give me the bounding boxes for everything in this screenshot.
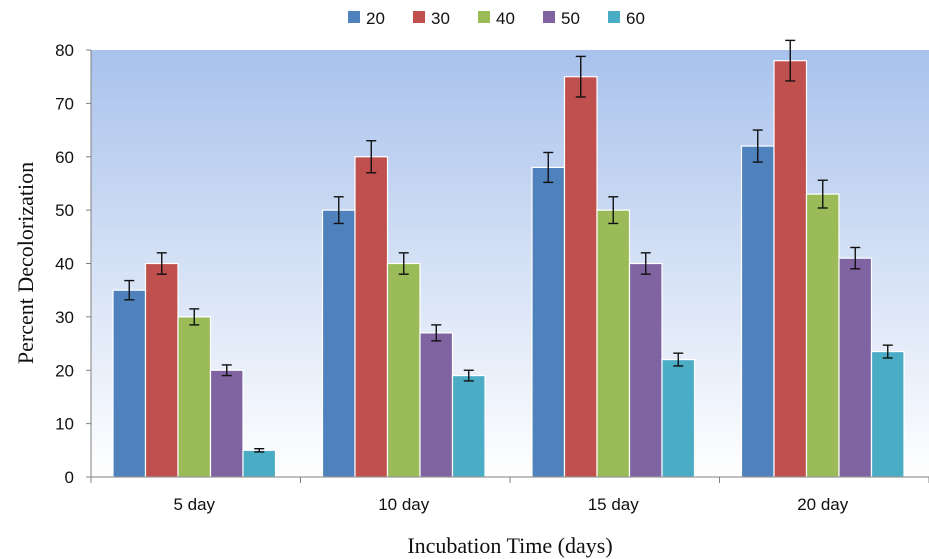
y-tick-label: 40 <box>55 255 74 274</box>
bar-30-3 <box>773 60 808 478</box>
error-bar-40-1 <box>398 252 409 275</box>
axes-layer: 0 10 20 30 40 50 60 70 80 5 day 10 day 15 day 20 day <box>55 41 929 514</box>
y-axis-title: Percent Decolorization <box>13 162 38 364</box>
bar-50-1 <box>419 332 454 478</box>
legend-label-40: 40 <box>496 9 515 28</box>
bar-60-1 <box>451 374 486 478</box>
legend-swatch-40 <box>478 11 490 23</box>
error-bar-60-0 <box>254 448 265 453</box>
legend-swatch-30 <box>413 11 425 23</box>
legend-swatch-20 <box>348 11 360 23</box>
legend-label-50: 50 <box>561 9 580 28</box>
error-bar-20-1 <box>333 196 344 225</box>
bar-60-3 <box>870 350 905 478</box>
error-bar-50-1 <box>431 324 442 342</box>
legend-label-60: 60 <box>626 9 645 28</box>
y-tick-label: 60 <box>55 148 74 167</box>
bar-40-0 <box>177 316 212 478</box>
bar-40-2 <box>596 209 631 478</box>
legend-swatch-60 <box>608 11 620 23</box>
bar-20-1 <box>321 209 356 478</box>
bars-layer <box>112 60 905 478</box>
error-bar-40-3 <box>817 179 828 209</box>
error-bar-40-0 <box>189 308 200 326</box>
error-bar-40-2 <box>608 196 619 225</box>
error-bar-60-1 <box>463 369 474 382</box>
bar-40-1 <box>386 262 421 478</box>
bar-40-3 <box>805 193 840 478</box>
bar-30-0 <box>144 262 179 478</box>
y-tick-label: 10 <box>55 415 74 434</box>
legend-swatch-50 <box>543 11 555 23</box>
y-tick-label: 20 <box>55 361 74 380</box>
bar-20-3 <box>740 145 775 478</box>
bar-50-3 <box>838 257 873 478</box>
legend: 20 30 40 50 60 <box>348 9 645 28</box>
legend-label-30: 30 <box>431 9 450 28</box>
x-tick-label: 15 day <box>588 495 640 514</box>
error-bar-20-2 <box>543 151 554 184</box>
bar-50-2 <box>628 262 663 478</box>
y-tick-label: 80 <box>55 41 74 60</box>
error-bar-30-3 <box>785 39 796 82</box>
bar-60-0 <box>242 449 277 478</box>
error-bar-30-1 <box>366 140 377 174</box>
x-tick-label: 5 day <box>173 495 215 514</box>
error-bar-50-3 <box>850 246 861 270</box>
error-bar-20-3 <box>752 129 763 163</box>
y-tick-label: 0 <box>65 468 74 487</box>
error-bar-20-0 <box>124 279 135 301</box>
legend-label-20: 20 <box>366 9 385 28</box>
error-bar-50-0 <box>221 364 232 377</box>
bar-20-0 <box>112 289 147 478</box>
bar-30-2 <box>563 76 598 478</box>
bar-20-2 <box>531 166 566 478</box>
error-bar-30-2 <box>575 55 586 98</box>
y-tick-label: 30 <box>55 308 74 327</box>
x-tick-label: 10 day <box>378 495 430 514</box>
bar-50-0 <box>209 369 244 478</box>
y-tick-label: 50 <box>55 201 74 220</box>
error-bar-50-2 <box>640 252 651 275</box>
x-tick-label: 20 day <box>797 495 849 514</box>
error-bar-60-2 <box>673 352 684 367</box>
error-bar-60-3 <box>882 344 893 359</box>
y-tick-label: 70 <box>55 94 74 113</box>
x-axis-title: Incubation Time (days) <box>407 533 612 558</box>
bar-30-1 <box>354 156 389 478</box>
error-bar-30-0 <box>156 252 167 275</box>
bar-60-2 <box>661 358 696 478</box>
error-bars-layer <box>124 39 893 453</box>
